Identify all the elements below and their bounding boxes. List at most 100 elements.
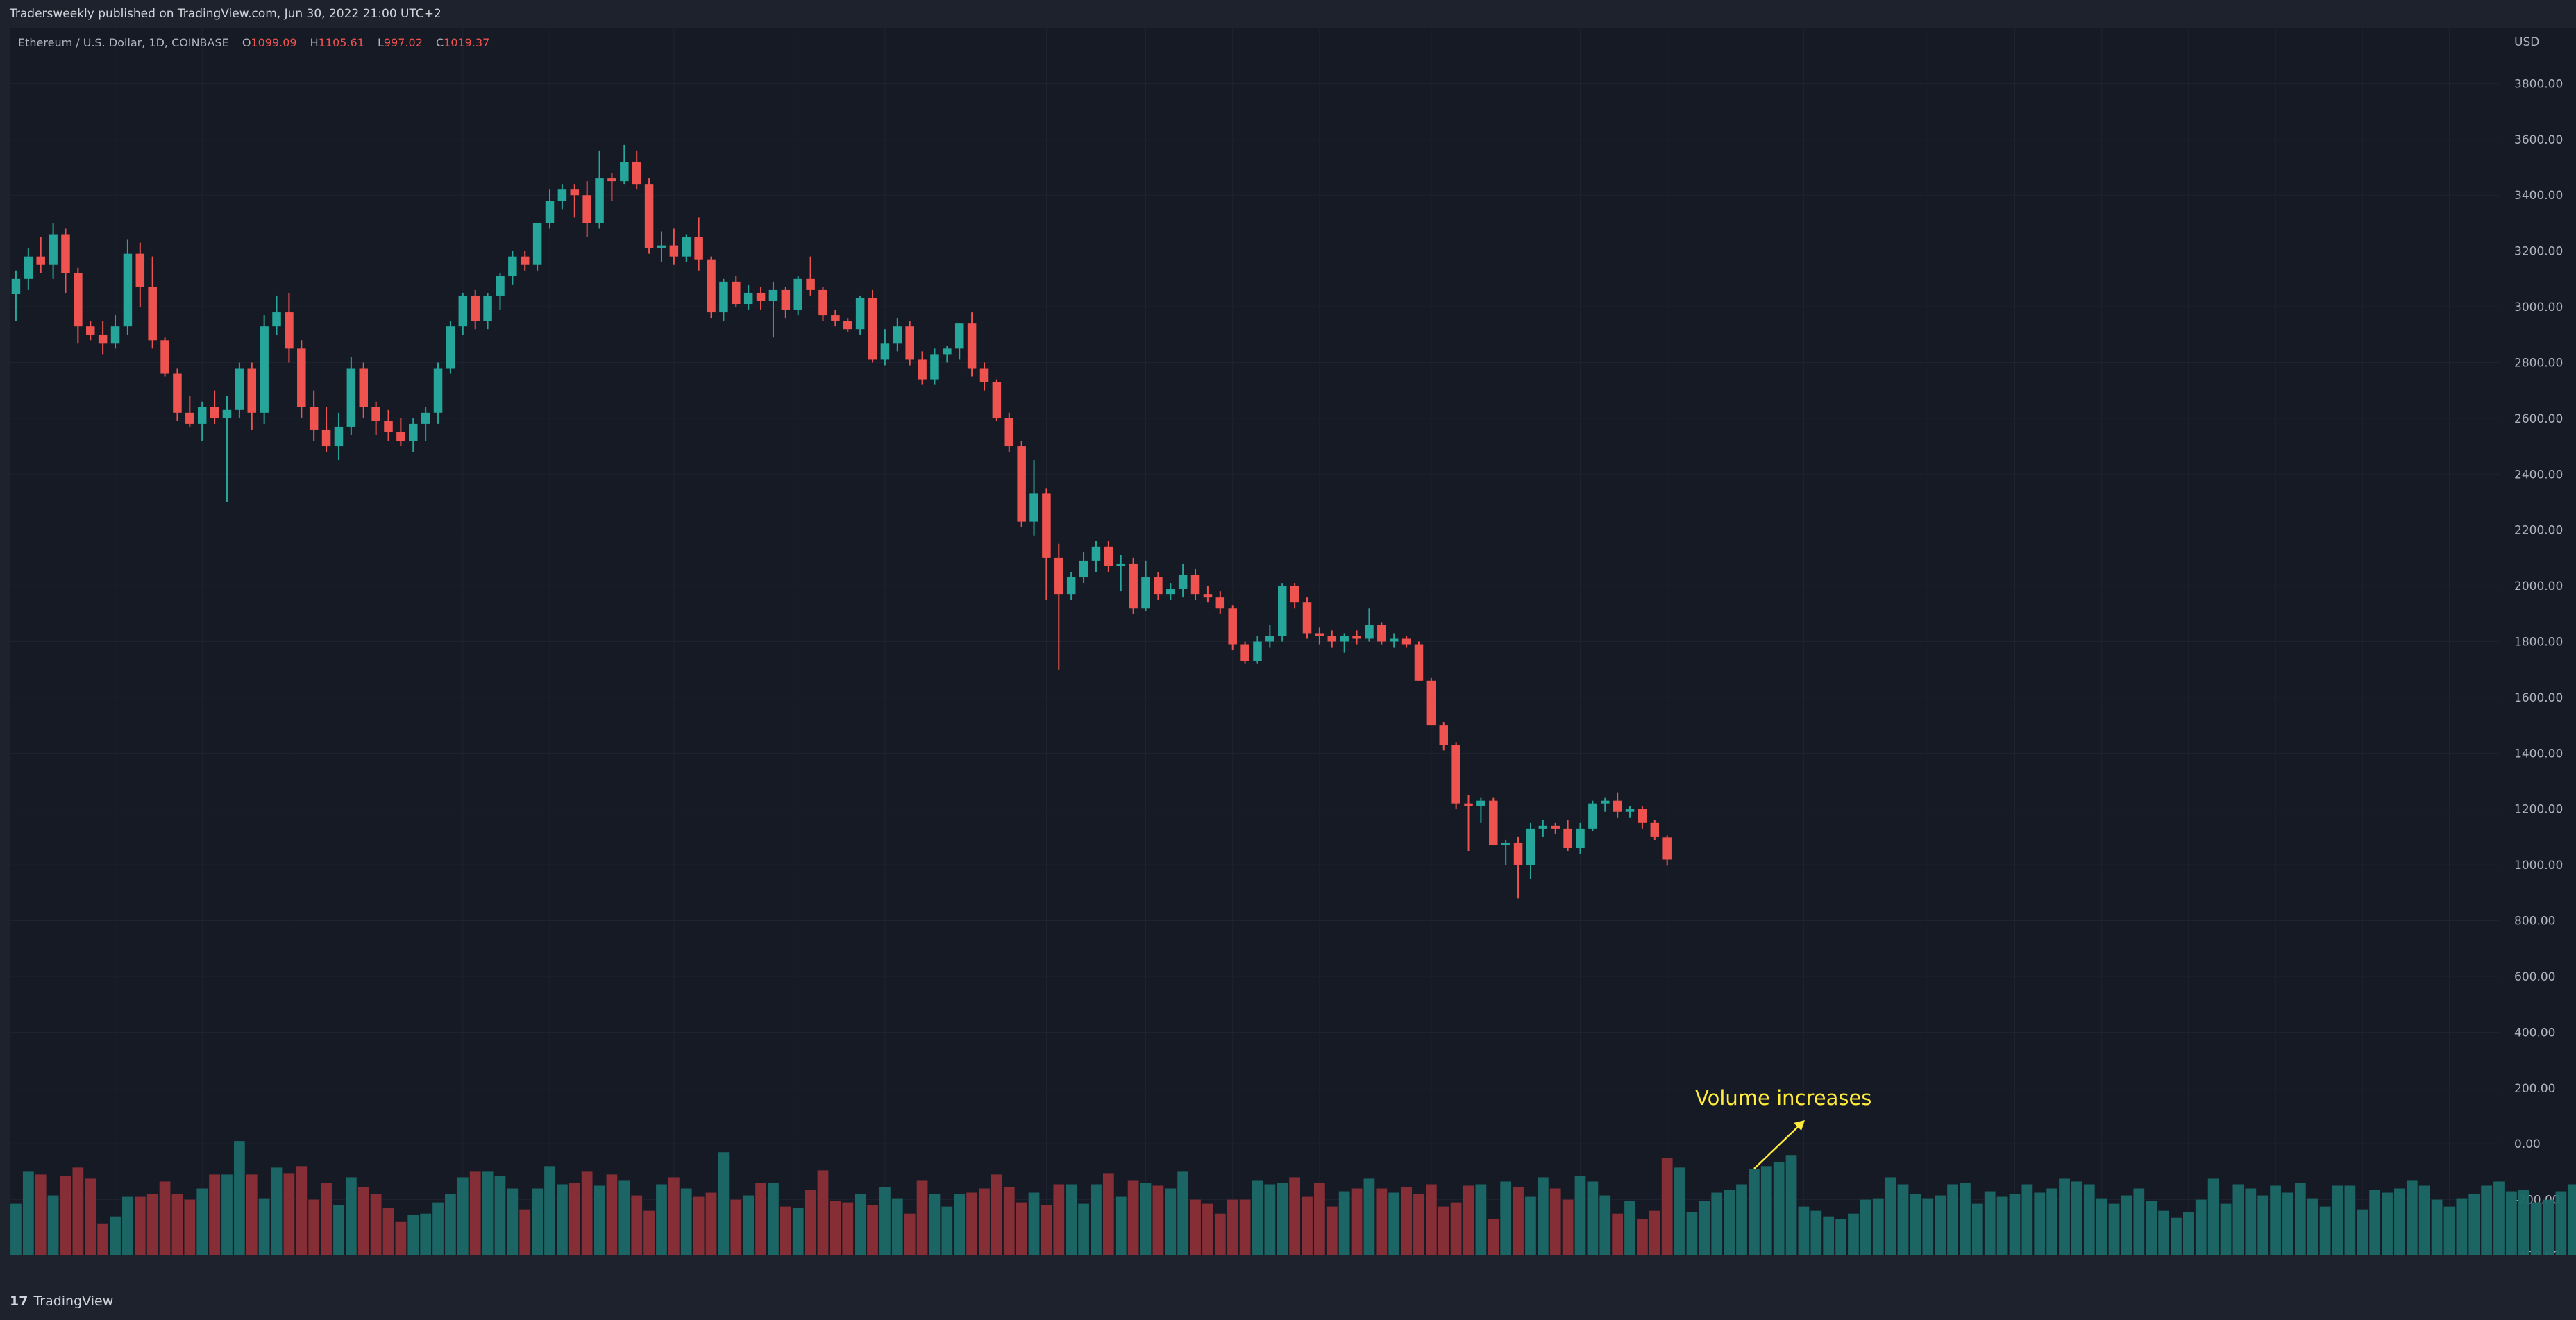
candle-body (979, 368, 989, 382)
volume-bar (2282, 1192, 2293, 1255)
candle-body (421, 412, 430, 424)
candle-body (110, 326, 120, 344)
candle-body (210, 407, 219, 418)
candle-body (607, 178, 616, 182)
volume-bar (110, 1216, 121, 1255)
candle-body (520, 256, 530, 265)
volume-bar (146, 1194, 158, 1255)
volume-bar (2294, 1183, 2306, 1255)
volume-bar (1102, 1173, 1114, 1255)
candle-body (1104, 546, 1113, 566)
candle-body (756, 292, 766, 302)
top-bar: Tradersweekly published on TradingView.c… (0, 0, 2576, 28)
volume-bar (1996, 1196, 2008, 1255)
candle-body (1215, 597, 1225, 609)
price-axis[interactable] (2500, 28, 2576, 1255)
volume-bar (1711, 1192, 1723, 1255)
volume-bar (1724, 1190, 1735, 1255)
volume-bar (1264, 1184, 1276, 1255)
candle-body (954, 323, 964, 349)
volume-bar (333, 1205, 344, 1255)
candle-body (1600, 800, 1610, 804)
candle-body (657, 245, 666, 248)
volume-bar (1947, 1184, 1958, 1255)
candle-body (85, 326, 95, 335)
volume-bar (668, 1177, 680, 1255)
candle-body (1029, 493, 1038, 522)
volume-bar (817, 1170, 829, 1255)
candle-body (1178, 575, 1188, 589)
volume-bar (2245, 1188, 2257, 1255)
volume-bar (494, 1176, 506, 1255)
candle-body (1613, 800, 1622, 812)
volume-bar (557, 1184, 568, 1255)
candle-body (1203, 594, 1213, 598)
volume-bar (382, 1208, 394, 1255)
candle-body (1662, 837, 1672, 860)
volume-bar (2021, 1184, 2033, 1255)
candle-body (943, 348, 952, 355)
volume-bar (606, 1174, 618, 1255)
candle-body (781, 289, 791, 310)
candle-body (694, 237, 703, 260)
volume-bar (1872, 1198, 1884, 1255)
volume-bar (1686, 1212, 1698, 1255)
volume-bar (1537, 1177, 1549, 1255)
candle-body (1290, 586, 1299, 603)
volume-bar (1674, 1167, 1685, 1255)
volume-bar (830, 1201, 841, 1255)
currency-label: USD (2514, 35, 2539, 49)
candle-body (74, 273, 83, 327)
candle-body (880, 343, 890, 360)
candle-body (508, 256, 517, 276)
volume-bar (1885, 1177, 1896, 1255)
volume-bar (656, 1184, 667, 1255)
candle-body (24, 256, 33, 279)
candle-body (1489, 800, 1498, 845)
volume-bar (618, 1180, 630, 1255)
volume-bar (469, 1171, 481, 1255)
volume-bar (842, 1202, 854, 1255)
volume-bar (2121, 1195, 2132, 1255)
candle-body (595, 178, 604, 223)
candle-body (396, 432, 405, 441)
volume-bar (2207, 1178, 2219, 1255)
volume-bar (581, 1171, 593, 1255)
volume-bar (2394, 1188, 2405, 1255)
volume-bar (10, 1203, 22, 1255)
candle-body (868, 298, 877, 360)
volume-bar (357, 1187, 369, 1255)
candle-body (235, 368, 244, 410)
volume-bar (1749, 1169, 1760, 1255)
candle-body (1166, 589, 1175, 595)
volume-bar (1574, 1176, 1586, 1255)
y-tick-label: 1200.00 (2514, 803, 2563, 817)
candle-body (160, 340, 169, 374)
volume-bar (1140, 1183, 1152, 1255)
candle-body (1501, 842, 1510, 845)
volume-annotation: Volume increases (1695, 1086, 1871, 1110)
candle-body (644, 184, 654, 248)
volume-bar (2555, 1191, 2567, 1255)
volume-bar (954, 1194, 966, 1255)
candle-body (148, 287, 157, 341)
volume-bar (768, 1183, 779, 1255)
candle-body (1190, 575, 1200, 595)
volume-bar (2332, 1185, 2343, 1255)
volume-bar (1016, 1202, 1027, 1255)
volume-bar (1091, 1184, 1102, 1255)
candle-body (173, 373, 182, 413)
candle-body (1650, 822, 1660, 837)
candle-body (297, 348, 306, 407)
tradingview-logo[interactable]: 17 TradingView (10, 1294, 113, 1309)
candle-body (247, 368, 257, 413)
volume-bar (2182, 1212, 2194, 1255)
volume-bar (2046, 1188, 2057, 1255)
volume-bar (2195, 1199, 2207, 1255)
y-tick-label: 600.00 (2514, 970, 2555, 984)
volume-bar (594, 1185, 605, 1255)
volume-bar (1649, 1210, 1660, 1255)
volume-bar (1425, 1184, 1437, 1255)
volume-bar (1338, 1191, 1350, 1255)
